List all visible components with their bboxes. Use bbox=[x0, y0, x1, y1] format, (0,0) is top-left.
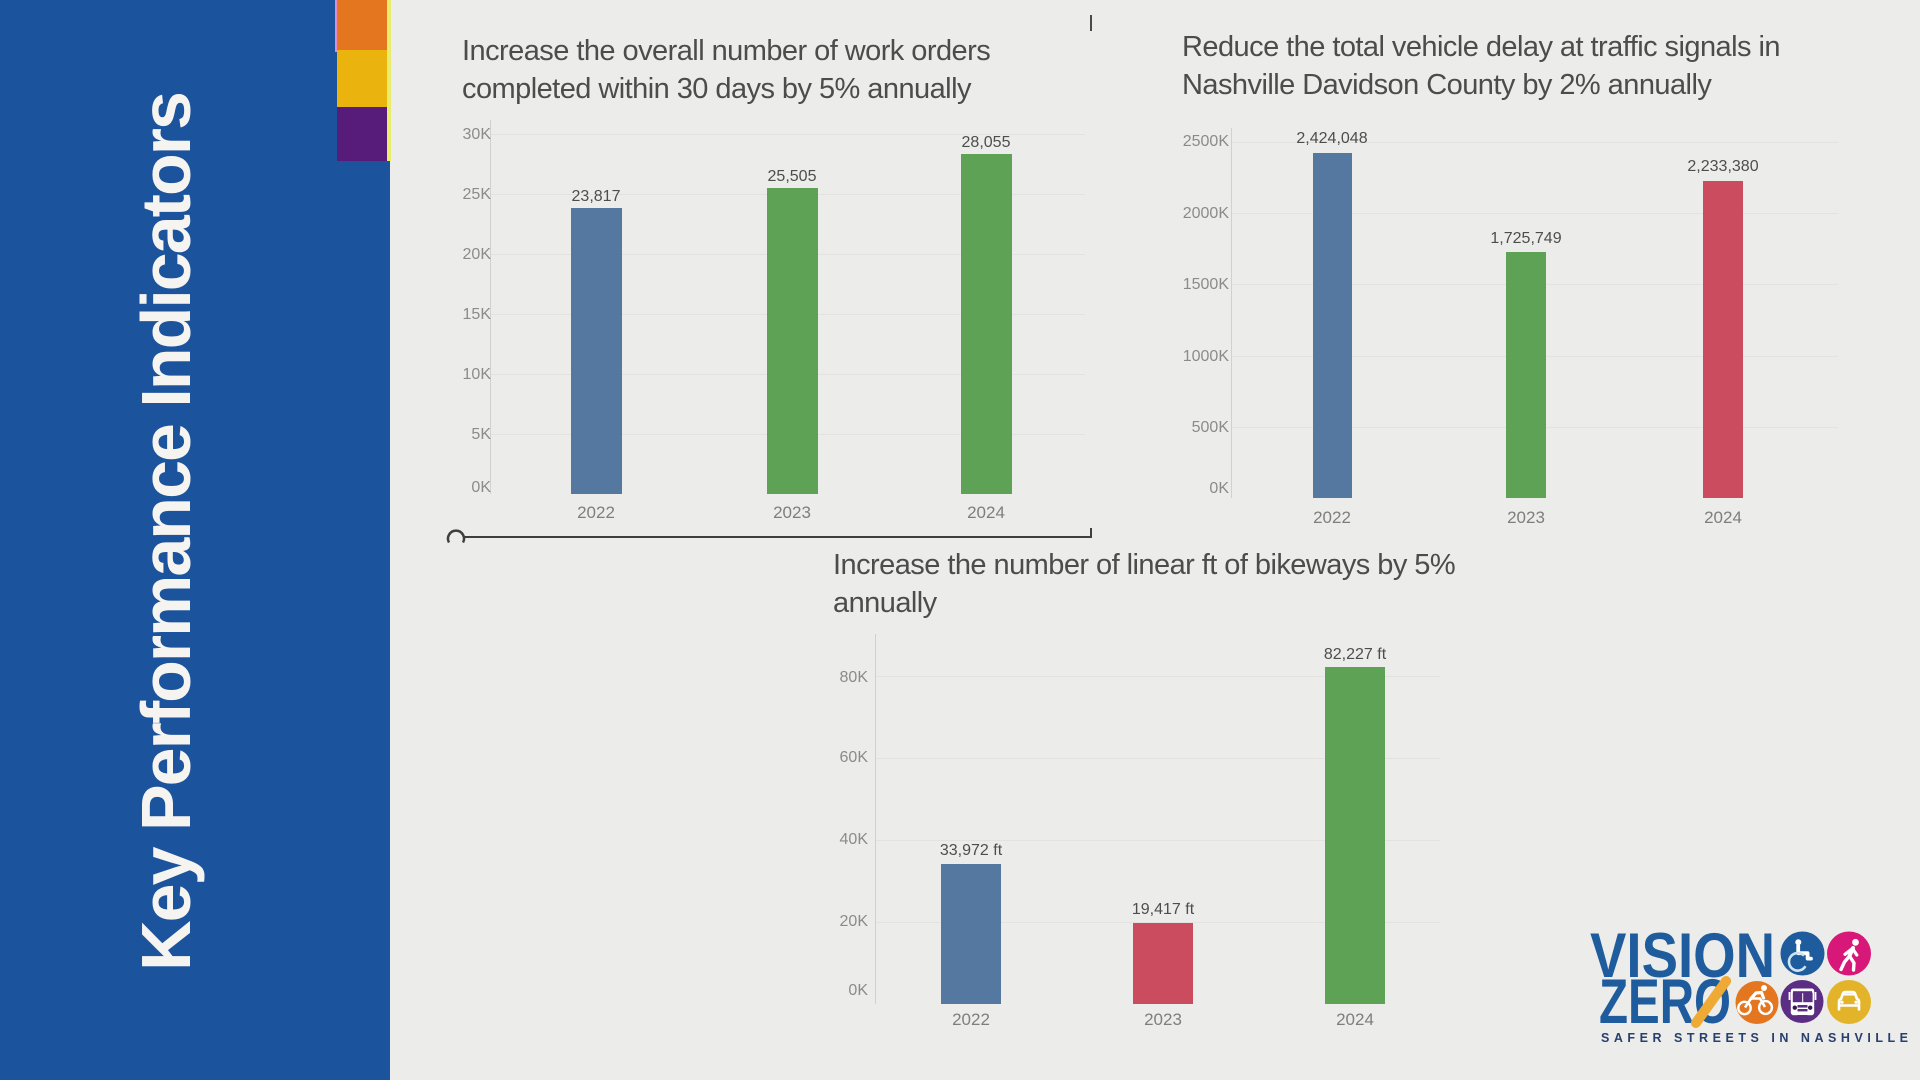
svg-text:VISION: VISION bbox=[1590, 921, 1775, 991]
svg-text:SAFER STREETS IN NASHVILLE: SAFER STREETS IN NASHVILLE bbox=[1601, 1031, 1908, 1045]
